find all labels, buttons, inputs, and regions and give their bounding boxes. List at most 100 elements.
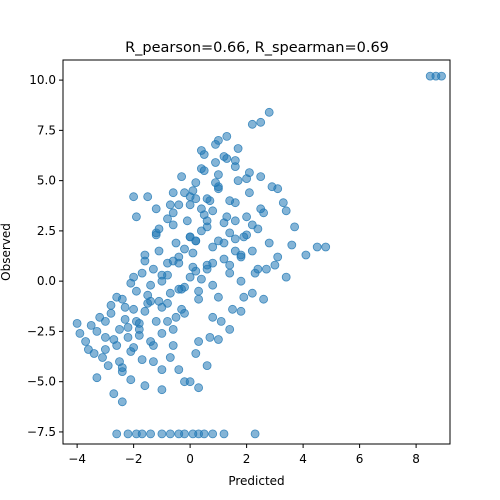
data-point bbox=[273, 252, 283, 262]
data-point bbox=[213, 292, 223, 302]
data-point bbox=[86, 320, 96, 330]
data-point bbox=[199, 150, 209, 159]
y-tick-label: 0.0 bbox=[37, 274, 56, 288]
data-point bbox=[312, 242, 322, 252]
points-layer bbox=[72, 71, 446, 439]
data-point bbox=[168, 188, 178, 198]
data-point bbox=[120, 302, 130, 312]
data-point bbox=[244, 168, 254, 178]
x-axis-ticks: −4 −2 0 2 4 6 8 bbox=[68, 444, 420, 466]
data-point bbox=[188, 186, 198, 196]
data-point bbox=[177, 172, 187, 182]
data-point bbox=[225, 228, 235, 238]
data-point bbox=[208, 242, 218, 252]
x-axis-label: Predicted bbox=[228, 474, 284, 488]
data-point bbox=[168, 220, 178, 230]
data-point bbox=[281, 206, 291, 216]
data-point bbox=[208, 312, 218, 322]
y-axis-label: Observed bbox=[0, 223, 13, 281]
chart-title: R_pearson=0.66, R_spearman=0.69 bbox=[125, 40, 389, 56]
data-point bbox=[222, 131, 232, 141]
data-point bbox=[123, 322, 133, 332]
data-point bbox=[233, 176, 243, 186]
x-tick-label: −2 bbox=[125, 452, 143, 466]
data-point bbox=[242, 212, 252, 222]
data-point bbox=[239, 232, 249, 242]
data-point bbox=[194, 286, 204, 296]
data-point bbox=[208, 280, 218, 290]
data-point bbox=[140, 250, 150, 260]
data-point bbox=[98, 353, 107, 362]
data-point bbox=[140, 306, 150, 316]
data-point bbox=[211, 158, 220, 167]
y-tick-label: 7.5 bbox=[37, 123, 56, 137]
data-point bbox=[137, 429, 147, 439]
y-axis-ticks: −7.5 −5.0 −2.5 0.0 2.5 5.0 7.5 10.0 bbox=[27, 73, 63, 439]
data-point bbox=[120, 314, 130, 324]
data-point bbox=[236, 276, 246, 286]
data-point bbox=[225, 268, 235, 278]
data-point bbox=[129, 343, 139, 352]
data-point bbox=[236, 252, 246, 262]
data-point bbox=[188, 248, 198, 258]
data-point bbox=[225, 324, 235, 334]
data-point bbox=[185, 272, 195, 282]
data-point bbox=[109, 389, 119, 399]
data-point bbox=[256, 172, 266, 182]
data-point bbox=[146, 296, 156, 306]
data-point bbox=[222, 154, 232, 163]
data-point bbox=[213, 170, 223, 180]
data-point bbox=[290, 222, 300, 232]
data-point bbox=[199, 429, 209, 439]
data-point bbox=[219, 238, 229, 248]
data-point bbox=[101, 345, 110, 354]
data-point bbox=[202, 361, 212, 371]
data-point bbox=[247, 288, 257, 298]
data-point bbox=[101, 332, 110, 342]
data-point bbox=[281, 272, 291, 282]
data-point bbox=[287, 240, 297, 250]
data-point bbox=[182, 216, 192, 226]
data-point bbox=[267, 182, 277, 192]
data-point bbox=[208, 206, 218, 216]
data-point bbox=[270, 260, 280, 270]
y-tick-label: −5.0 bbox=[27, 375, 56, 389]
data-point bbox=[157, 385, 167, 395]
data-point bbox=[321, 242, 331, 252]
data-point bbox=[154, 224, 164, 234]
y-tick-label: 10.0 bbox=[29, 73, 56, 87]
data-point bbox=[112, 429, 122, 439]
data-point bbox=[211, 139, 220, 149]
data-point bbox=[129, 192, 139, 202]
data-point bbox=[143, 192, 153, 202]
x-tick-label: 4 bbox=[299, 452, 307, 466]
data-point bbox=[131, 286, 141, 296]
data-point bbox=[174, 365, 184, 375]
data-point bbox=[115, 324, 124, 334]
data-point bbox=[194, 383, 204, 393]
data-point bbox=[165, 288, 175, 298]
data-point bbox=[103, 361, 113, 371]
data-point bbox=[213, 335, 223, 344]
data-point bbox=[157, 328, 167, 338]
x-tick-label: 8 bbox=[412, 452, 420, 466]
data-point bbox=[222, 212, 232, 222]
data-point bbox=[196, 226, 206, 236]
data-point bbox=[177, 304, 187, 314]
data-point bbox=[205, 332, 215, 342]
data-point bbox=[250, 268, 260, 278]
data-point bbox=[84, 345, 93, 354]
data-point bbox=[205, 196, 215, 206]
data-point bbox=[191, 349, 201, 358]
data-point bbox=[137, 355, 147, 365]
data-point bbox=[228, 304, 237, 314]
data-point bbox=[180, 429, 189, 439]
data-point bbox=[208, 258, 218, 268]
data-point bbox=[157, 365, 167, 375]
y-tick-label: −7.5 bbox=[27, 425, 56, 439]
data-point bbox=[168, 324, 178, 334]
data-point bbox=[230, 234, 240, 244]
data-point bbox=[72, 318, 82, 328]
data-point bbox=[148, 341, 158, 350]
